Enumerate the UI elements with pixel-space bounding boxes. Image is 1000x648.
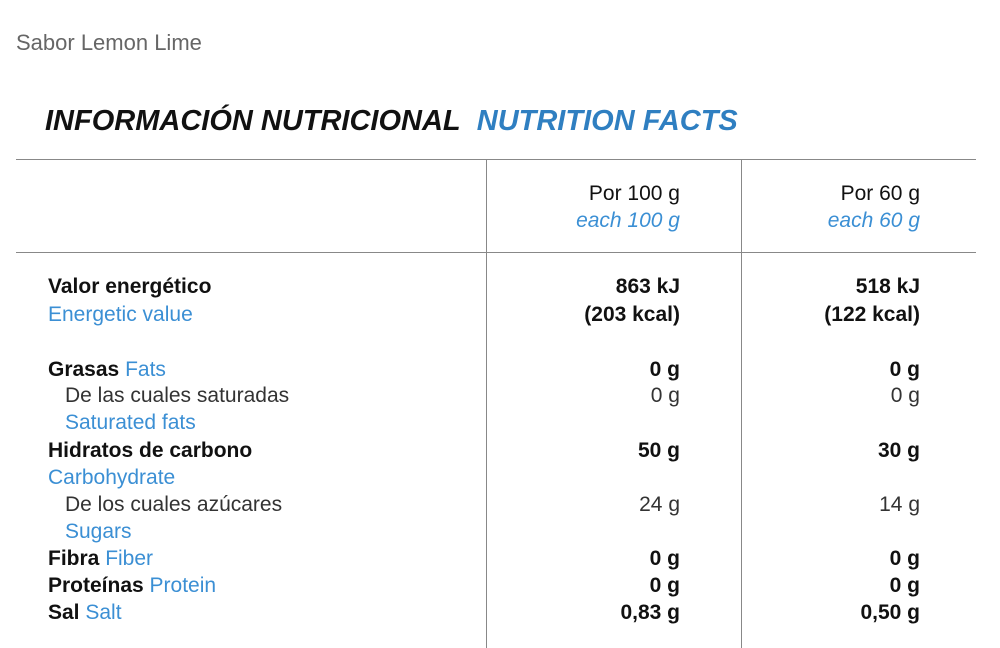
heading-en: NUTRITION FACTS xyxy=(476,105,738,137)
column-header: Por 100 g xyxy=(588,182,680,205)
label-en: Fats xyxy=(125,358,166,381)
value: 0 g xyxy=(890,384,920,407)
value: 0 g xyxy=(649,547,680,570)
label-en: Protein xyxy=(149,574,217,597)
rule xyxy=(16,252,976,253)
column-divider xyxy=(486,159,487,648)
row-label: Sal Salt xyxy=(48,600,122,626)
value: 518 kJ xyxy=(855,275,920,298)
value: 50 g xyxy=(637,439,680,462)
sub-value: (203 kcal) xyxy=(584,303,680,326)
value: 0 g xyxy=(889,547,920,570)
value: 863 kJ xyxy=(615,275,680,298)
heading-es: INFORMACIÓN NUTRICIONAL xyxy=(45,105,461,137)
label-en: Saturated fats xyxy=(65,411,196,434)
subtitle: Sabor Lemon Lime xyxy=(16,30,202,55)
row-label: Proteínas Protein xyxy=(48,573,216,599)
label-en: Energetic value xyxy=(48,303,193,326)
value: 0 g xyxy=(889,574,920,597)
value: 14 g xyxy=(879,493,920,516)
label-en: Fiber xyxy=(105,547,154,570)
value: 30 g xyxy=(877,439,920,462)
rule xyxy=(16,159,976,160)
label-es: De los cuales azúcares xyxy=(65,493,283,516)
sub-value: (122 kcal) xyxy=(824,303,920,326)
label-en: Salt xyxy=(85,601,122,624)
column-header: Por 60 g xyxy=(840,182,920,205)
label-es: Hidratos de carbono xyxy=(48,439,253,462)
value: 24 g xyxy=(639,493,680,516)
row-label: Grasas Fats xyxy=(48,357,166,383)
heading: INFORMACIÓN NUTRICIONAL NUTRITION FACTS xyxy=(45,104,738,138)
row-label: Fibra Fiber xyxy=(48,546,153,572)
column-divider xyxy=(741,159,742,648)
label-es: Grasas xyxy=(48,358,120,381)
label-es: Fibra xyxy=(48,547,100,570)
value: 0 g xyxy=(650,384,680,407)
value: 0 g xyxy=(889,358,920,381)
value: 0 g xyxy=(649,574,680,597)
label-es: De las cuales saturadas xyxy=(65,384,290,407)
value: 0 g xyxy=(649,358,680,381)
column-header-en: each 60 g xyxy=(827,209,920,232)
column-header-en: each 100 g xyxy=(576,209,680,232)
label-es: Valor energético xyxy=(48,275,212,298)
value: 0,50 g xyxy=(860,601,920,624)
value: 0,83 g xyxy=(620,601,680,624)
label-en: Sugars xyxy=(65,520,132,543)
label-es: Sal xyxy=(48,601,80,624)
label-es: Proteínas xyxy=(48,574,144,597)
label-en: Carbohydrate xyxy=(48,466,176,489)
